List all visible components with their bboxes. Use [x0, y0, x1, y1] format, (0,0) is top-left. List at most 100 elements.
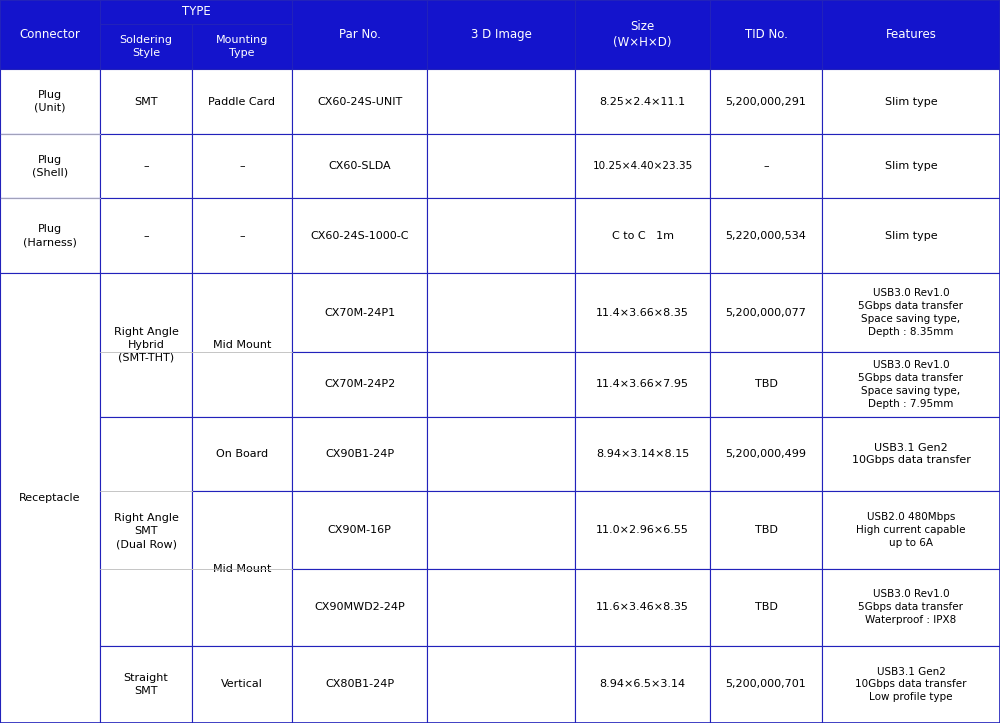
Bar: [427, 568, 575, 646]
Bar: [292, 273, 427, 352]
Text: 3 D Image: 3 D Image: [471, 28, 531, 41]
Text: Soldering
Style: Soldering Style: [120, 35, 173, 58]
Bar: [292, 134, 427, 199]
Bar: [192, 492, 292, 646]
Bar: [192, 416, 292, 492]
Text: 5,220,000,534: 5,220,000,534: [726, 231, 806, 241]
Bar: [0, 69, 100, 134]
Text: 11.4×3.66×8.35: 11.4×3.66×8.35: [596, 308, 689, 317]
Text: 5,200,000,291: 5,200,000,291: [726, 97, 806, 106]
Text: CX80B1-24P: CX80B1-24P: [325, 680, 394, 690]
Text: Connector: Connector: [20, 28, 80, 41]
Text: Paddle Card: Paddle Card: [208, 97, 276, 106]
Bar: [100, 0, 292, 24]
Bar: [575, 352, 710, 416]
Bar: [292, 69, 427, 134]
Bar: [575, 416, 710, 492]
Text: USB3.0 Rev1.0
5Gbps data transfer
Waterproof : IPX8: USB3.0 Rev1.0 5Gbps data transfer Waterp…: [858, 589, 964, 625]
Bar: [292, 0, 427, 69]
Bar: [427, 273, 575, 352]
Bar: [192, 646, 292, 723]
Bar: [710, 199, 822, 273]
Text: 11.0×2.96×6.55: 11.0×2.96×6.55: [596, 525, 689, 535]
Bar: [710, 568, 822, 646]
Text: Receptacle: Receptacle: [19, 493, 81, 503]
Bar: [710, 416, 822, 492]
Text: CX70M-24P1: CX70M-24P1: [324, 308, 395, 317]
Bar: [0, 0, 100, 69]
Bar: [575, 568, 710, 646]
Bar: [192, 273, 292, 416]
Bar: [100, 69, 192, 134]
Text: Slim type: Slim type: [885, 97, 937, 106]
Bar: [710, 0, 822, 69]
Bar: [292, 352, 427, 416]
Bar: [822, 492, 1000, 568]
Text: TBD: TBD: [755, 380, 777, 390]
Bar: [192, 24, 292, 69]
Text: USB3.0 Rev1.0
5Gbps data transfer
Space saving type,
Depth : 7.95mm: USB3.0 Rev1.0 5Gbps data transfer Space …: [858, 360, 964, 408]
Text: CX60-24S-UNIT: CX60-24S-UNIT: [317, 97, 402, 106]
Text: Plug
(Shell): Plug (Shell): [32, 155, 68, 178]
Text: USB3.1 Gen2
10Gbps data transfer: USB3.1 Gen2 10Gbps data transfer: [852, 442, 970, 466]
Bar: [427, 646, 575, 723]
Text: Right Angle
SMT
(Dual Row): Right Angle SMT (Dual Row): [114, 513, 178, 549]
Text: 5,200,000,077: 5,200,000,077: [726, 308, 806, 317]
Bar: [100, 134, 192, 199]
Text: On Board: On Board: [216, 449, 268, 459]
Bar: [100, 646, 192, 723]
Bar: [292, 416, 427, 492]
Text: Size
(W×H×D): Size (W×H×D): [613, 20, 672, 49]
Text: Par No.: Par No.: [339, 28, 380, 41]
Bar: [710, 352, 822, 416]
Text: Mid Mount: Mid Mount: [213, 564, 271, 573]
Text: 8.94×3.14×8.15: 8.94×3.14×8.15: [596, 449, 689, 459]
Bar: [192, 69, 292, 134]
Text: Mounting
Type: Mounting Type: [216, 35, 268, 58]
Text: SMT: SMT: [134, 97, 158, 106]
Text: 5,200,000,701: 5,200,000,701: [726, 680, 806, 690]
Bar: [575, 199, 710, 273]
Bar: [822, 352, 1000, 416]
Text: CX90B1-24P: CX90B1-24P: [325, 449, 394, 459]
Text: TBD: TBD: [755, 602, 777, 612]
Text: TBD: TBD: [755, 525, 777, 535]
Bar: [427, 352, 575, 416]
Text: CX60-SLDA: CX60-SLDA: [328, 161, 391, 171]
Text: CX90MWD2-24P: CX90MWD2-24P: [314, 602, 405, 612]
Text: Mid Mount: Mid Mount: [213, 340, 271, 350]
Bar: [100, 416, 192, 646]
Bar: [192, 199, 292, 273]
Text: –: –: [143, 161, 149, 171]
Text: –: –: [239, 161, 245, 171]
Text: Vertical: Vertical: [221, 680, 263, 690]
Text: Features: Features: [886, 28, 936, 41]
Text: 8.25×2.4×11.1: 8.25×2.4×11.1: [599, 97, 686, 106]
Text: –: –: [239, 231, 245, 241]
Bar: [0, 199, 100, 273]
Text: Right Angle
Hybrid
(SMT-THT): Right Angle Hybrid (SMT-THT): [114, 328, 178, 363]
Bar: [575, 492, 710, 568]
Bar: [292, 646, 427, 723]
Bar: [822, 416, 1000, 492]
Bar: [100, 24, 192, 69]
Text: USB3.1 Gen2
10Gbps data transfer
Low profile type: USB3.1 Gen2 10Gbps data transfer Low pro…: [855, 667, 967, 702]
Bar: [710, 492, 822, 568]
Bar: [575, 134, 710, 199]
Text: TYPE: TYPE: [182, 5, 210, 18]
Text: Plug
(Unit): Plug (Unit): [34, 90, 66, 113]
Text: CX70M-24P2: CX70M-24P2: [324, 380, 395, 390]
Bar: [100, 273, 192, 416]
Bar: [710, 69, 822, 134]
Bar: [575, 646, 710, 723]
Text: USB2.0 480Mbps
High current capable
up to 6A: USB2.0 480Mbps High current capable up t…: [856, 512, 966, 548]
Bar: [100, 199, 192, 273]
Bar: [575, 69, 710, 134]
Bar: [575, 0, 710, 69]
Text: 8.94×6.5×3.14: 8.94×6.5×3.14: [599, 680, 686, 690]
Bar: [575, 273, 710, 352]
Bar: [822, 646, 1000, 723]
Bar: [822, 568, 1000, 646]
Bar: [0, 134, 100, 199]
Bar: [427, 134, 575, 199]
